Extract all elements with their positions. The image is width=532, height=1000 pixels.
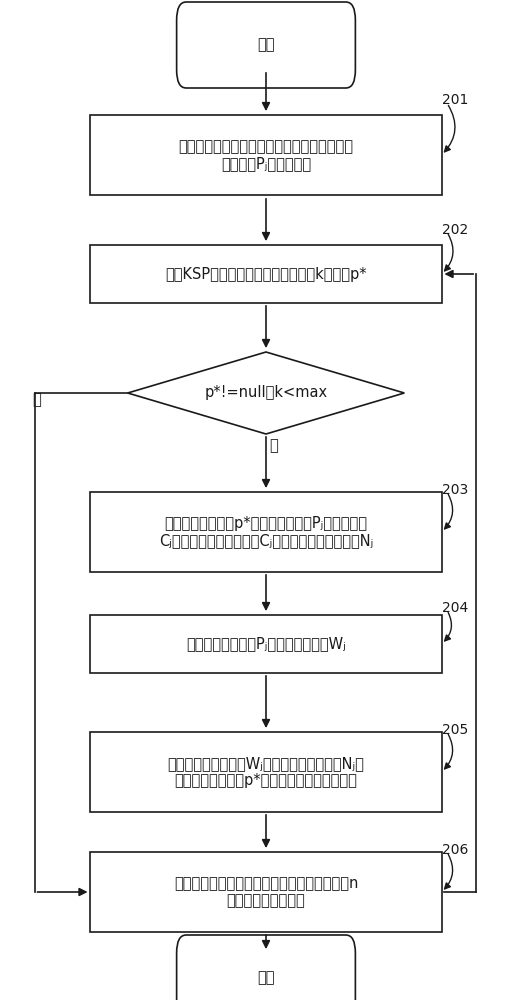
Text: 204: 204: [442, 601, 468, 615]
Text: 根据影响因子存储结果，选择影响因子最小的n
条路径作为返回结果: 根据影响因子存储结果，选择影响因子最小的n 条路径作为返回结果: [174, 876, 358, 908]
Text: 201: 201: [442, 93, 468, 107]
Text: 开始: 开始: [257, 37, 275, 52]
Bar: [90, 615, 442, 673]
Polygon shape: [128, 352, 404, 434]
Text: 206: 206: [442, 843, 468, 857]
Text: p*!=null且k<max: p*!=null且k<max: [204, 385, 328, 400]
Text: 结束: 结束: [257, 970, 275, 986]
Bar: [90, 852, 442, 932]
Text: 202: 202: [442, 223, 468, 237]
Text: 203: 203: [442, 483, 468, 497]
Bar: [90, 492, 442, 572]
Text: 根据每个可用波道数Wⱼ和每个瓶颈链路总数Nⱼ，
计算当前待选路由p*对全网的影响因子并存储: 根据每个可用波道数Wⱼ和每个瓶颈链路总数Nⱼ， 计算当前待选路由p*对全网的影响…: [168, 756, 364, 788]
Bar: [90, 245, 442, 303]
Text: 基于KSP算法计算源节点到宿节点第k条路径p*: 基于KSP算法计算源节点到宿节点第k条路径p*: [165, 266, 367, 282]
FancyBboxPatch shape: [177, 2, 355, 88]
Text: 205: 205: [442, 723, 468, 737]
Text: 否: 否: [32, 392, 40, 408]
Bar: [90, 115, 442, 195]
Text: 计算当前待选路由p*与每条已建路由Pⱼ的链路交集
Cⱼ，并统计每个链路交集Cⱼ上包含的瓶颈链路总数Nⱼ: 计算当前待选路由p*与每条已建路由Pⱼ的链路交集 Cⱼ，并统计每个链路交集Cⱼ上…: [159, 516, 373, 548]
Text: 是: 是: [270, 438, 278, 454]
Bar: [90, 732, 442, 812]
Text: 遍历全网各已建业务的路由，计算并存储每条
已建路由Pⱼ的瓶颈链路: 遍历全网各已建业务的路由，计算并存储每条 已建路由Pⱼ的瓶颈链路: [179, 139, 353, 171]
Text: 计算每条已建路由Pⱼ上的可用波道数Wⱼ: 计算每条已建路由Pⱼ上的可用波道数Wⱼ: [186, 637, 346, 652]
FancyBboxPatch shape: [177, 935, 355, 1000]
